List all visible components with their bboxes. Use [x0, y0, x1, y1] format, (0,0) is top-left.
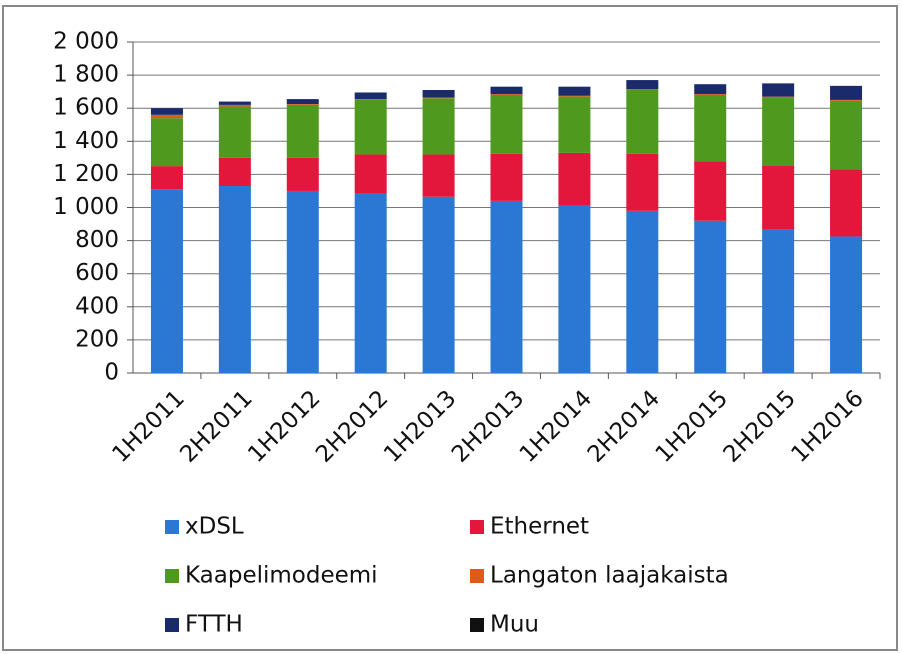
legend-label: Muu: [490, 612, 539, 638]
legend-label: Ethernet: [490, 514, 589, 540]
bar-segment: [626, 153, 659, 211]
bar-segment: [626, 89, 659, 154]
bar-segment: [490, 200, 523, 373]
bar-segment: [830, 99, 863, 101]
bar-segment: [150, 118, 183, 167]
x-tick-label: 2H2011: [175, 385, 257, 467]
bar-segment: [218, 157, 251, 186]
bar-segment: [830, 236, 863, 373]
y-tick-label: 400: [75, 293, 119, 319]
bar-segment: [694, 84, 727, 95]
legend-swatch: [165, 520, 179, 534]
bar-segment: [830, 169, 863, 237]
bar-segment: [558, 95, 591, 97]
legend-swatch: [470, 520, 484, 534]
x-tick-label: 1H2015: [651, 385, 733, 467]
y-tick-label: 2 000: [53, 29, 119, 55]
bar-segment: [354, 99, 387, 155]
bar-segment: [218, 185, 251, 373]
y-tick-label: 0: [104, 360, 119, 386]
bar-segment: [558, 86, 591, 96]
legend-label: Langaton laajakaista: [490, 563, 729, 589]
legend-label: xDSL: [185, 514, 244, 540]
y-tick-label: 600: [75, 260, 119, 286]
y-tick-label: 1 200: [53, 161, 119, 187]
y-tick-label: 1 600: [53, 95, 119, 121]
bar-segment: [150, 166, 183, 190]
x-tick-label: 2H2012: [311, 385, 393, 467]
bar-segment: [694, 161, 727, 221]
bar-segment: [762, 165, 795, 230]
legend-swatch: [165, 618, 179, 632]
bar-segment: [694, 220, 727, 373]
bar-segment: [422, 97, 455, 99]
bar-segment: [422, 98, 455, 155]
bar-segment: [762, 97, 795, 166]
bar-segment: [558, 96, 591, 153]
y-tick-label: 1 800: [53, 62, 119, 88]
x-tick-label: 1H2012: [243, 385, 325, 467]
bar-segment: [286, 190, 319, 373]
legend-label: Kaapelimodeemi: [185, 563, 378, 589]
bar-segment: [830, 100, 863, 170]
x-tick-label: 1H2013: [379, 385, 461, 467]
bar-segment: [626, 80, 659, 90]
bar-segment: [762, 83, 795, 97]
bar-segment: [422, 196, 455, 373]
bar-segment: [830, 85, 863, 100]
bar-segment: [354, 99, 387, 100]
legend-swatch: [470, 618, 484, 632]
bar-segment: [286, 104, 319, 105]
bar-segment: [422, 154, 455, 197]
x-tick-label: 2H2014: [583, 385, 665, 467]
bar-segment: [490, 94, 523, 154]
bar-segment: [490, 94, 523, 95]
x-tick-label: 2H2013: [447, 385, 529, 467]
bar-segment: [218, 101, 251, 105]
y-tick-label: 200: [75, 326, 119, 352]
bar-segment: [490, 153, 523, 201]
bar-segment: [422, 89, 455, 98]
bar-segment: [762, 229, 795, 373]
bar-segment: [354, 193, 387, 373]
bar-segment: [762, 96, 795, 98]
bar-segment: [354, 154, 387, 194]
bar-segment: [286, 99, 319, 105]
x-tick-label: 1H2014: [515, 385, 597, 467]
bar-segment: [490, 86, 523, 95]
y-tick-label: 1 400: [53, 128, 119, 154]
bar-segment: [150, 189, 183, 373]
y-tick-label: 800: [75, 227, 119, 253]
x-tick-label: 1H2011: [107, 385, 189, 467]
bar-segment: [694, 94, 727, 162]
bar-segment: [626, 89, 659, 90]
bar-segment: [150, 108, 183, 115]
x-tick-label: 2H2015: [719, 385, 801, 467]
bar-segment: [626, 210, 659, 373]
legend-label: FTTH: [185, 612, 243, 638]
x-tick-label: 1H2016: [787, 385, 869, 467]
legend-swatch: [470, 569, 484, 583]
bar-segment: [558, 152, 591, 206]
bar-segment: [218, 106, 251, 158]
bar-segment: [354, 92, 387, 100]
bar-segment: [286, 104, 319, 158]
bar-segment: [218, 104, 251, 107]
chart-frame: [2, 5, 898, 651]
bar-segment: [150, 114, 183, 119]
bar-segment: [286, 157, 319, 191]
legend-swatch: [165, 569, 179, 583]
bar-segment: [558, 205, 591, 373]
bar-segment: [694, 94, 727, 95]
y-tick-label: 1 000: [53, 194, 119, 220]
